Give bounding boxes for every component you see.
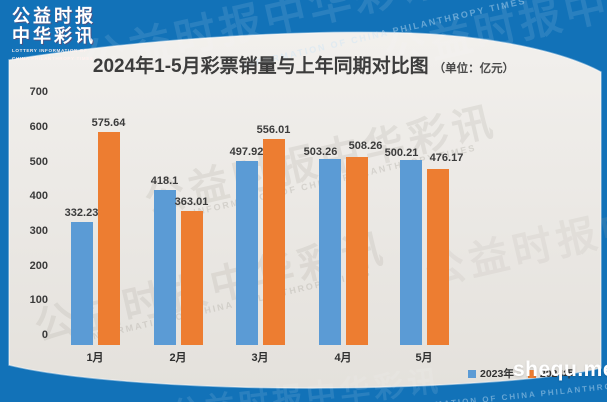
publisher-logo: 公益时报 中华彩讯 LOTTERY INFORMATION OF CHINA P… xyxy=(12,6,96,62)
x-axis-tick-5月: 5月 xyxy=(415,352,433,364)
bar-2023年-3月 xyxy=(235,160,258,345)
x-axis-tick-3月: 3月 xyxy=(251,352,269,364)
value-label-2023年-2月: 418.1 xyxy=(150,175,179,188)
bar-2024年-3月 xyxy=(262,139,285,345)
bar-2024年-2月 xyxy=(180,210,203,345)
bar-2024年-4月 xyxy=(345,156,368,345)
bar-2023年-2月 xyxy=(153,190,176,345)
bar-2023年-1月 xyxy=(70,222,93,345)
legend-item-2024年: 2024年 xyxy=(527,366,574,381)
bar-2023年-5月 xyxy=(399,159,422,345)
value-label-2024年-2月: 363.01 xyxy=(174,195,209,208)
y-axis-tick-600: 600 xyxy=(29,120,48,133)
value-label-2024年-3月: 556.01 xyxy=(256,124,291,137)
bar-2024年-5月 xyxy=(426,168,449,345)
y-axis-tick-400: 400 xyxy=(29,190,48,203)
value-label-2024年-4月: 508.26 xyxy=(348,139,383,152)
x-axis-tick-1月: 1月 xyxy=(86,352,104,364)
chart-unit-label: （单位：亿元） xyxy=(433,63,515,75)
legend-item-2023年: 2023年 xyxy=(468,366,514,381)
value-label-2024年-5月: 476.17 xyxy=(429,151,464,164)
chart-title-row: 2024年1-5月彩票销量与上年同期对比图 （单位：亿元） xyxy=(0,51,607,78)
logo-subtitle-2: CHINA PHILANTHROPY TIMES xyxy=(12,56,94,61)
x-axis-tick-2月: 2月 xyxy=(169,352,187,364)
value-label-2023年-1月: 332.23 xyxy=(64,207,99,220)
value-label-2023年-4月: 503.26 xyxy=(303,145,338,158)
value-label-2023年-5月: 500.21 xyxy=(384,146,419,159)
logo-line-1: 公益时报 xyxy=(12,6,96,26)
y-axis-tick-500: 500 xyxy=(29,155,48,168)
y-axis-tick-100: 100 xyxy=(29,294,48,307)
legend-label-2023年: 2023年 xyxy=(480,368,514,380)
bar-2023年-4月 xyxy=(318,158,341,345)
logo-subtitle-1: LOTTERY INFORMATION OF xyxy=(12,48,88,53)
bar-2024年-1月 xyxy=(97,132,120,345)
legend-label-2024年: 2024年 xyxy=(539,368,574,380)
value-label-2023年-3月: 497.92 xyxy=(229,145,264,158)
y-axis-tick-200: 200 xyxy=(29,259,48,272)
chart-title: 2024年1-5月彩票销量与上年同期对比图 xyxy=(92,56,429,77)
x-axis-tick-4月: 4月 xyxy=(334,352,352,364)
chart-legend: 2023年 2024年 xyxy=(468,366,574,381)
y-axis-tick-300: 300 xyxy=(29,224,48,237)
y-axis-tick-700: 700 xyxy=(29,86,48,99)
value-label-2024年-1月: 575.64 xyxy=(91,117,126,129)
legend-swatch-2024年 xyxy=(527,369,536,378)
logo-line-2: 中华彩讯 xyxy=(12,26,96,46)
y-axis-tick-0: 0 xyxy=(41,329,48,341)
legend-swatch-2023年 xyxy=(468,369,476,378)
